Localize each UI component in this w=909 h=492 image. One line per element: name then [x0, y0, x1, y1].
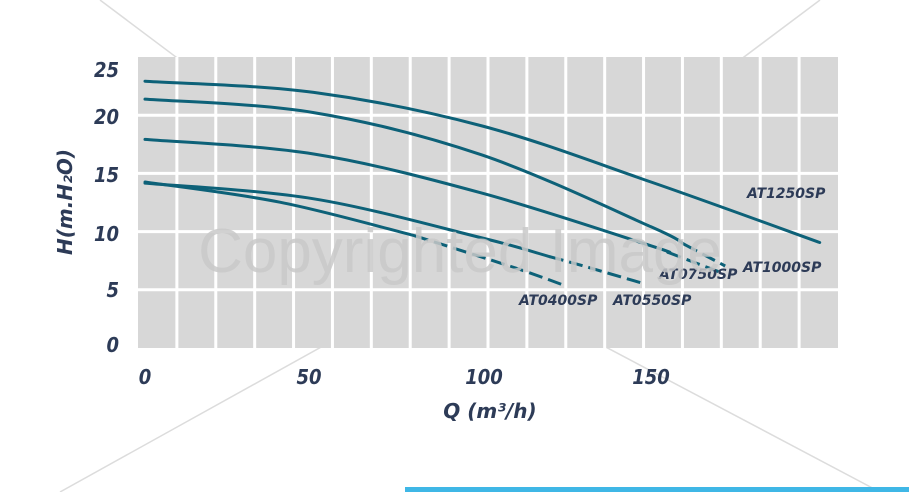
series-at0750sp	[143, 137, 720, 274]
y-tick-label: 10	[94, 222, 119, 246]
watermark-text: Copyrighted Image	[198, 217, 722, 286]
series-at1000sp	[143, 97, 726, 268]
series-label-at0550sp: AT0550SP	[612, 293, 692, 309]
series-label-at0400sp: AT0400SP	[518, 293, 598, 309]
y-axis-label: H(m.H₂O)	[53, 149, 77, 255]
y-axis-ticks: 0 5 10 15 20 25	[94, 58, 119, 357]
accent-bar	[405, 487, 909, 492]
x-tick-label: 150	[632, 365, 670, 389]
series-line	[143, 79, 822, 244]
y-tick-label: 20	[94, 105, 119, 129]
x-axis-label: Q (m³/h)	[443, 399, 536, 423]
y-tick-label: 25	[94, 58, 119, 82]
series-line	[143, 181, 552, 259]
y-tick-label: 15	[94, 163, 119, 187]
x-axis-ticks: 0 50 100 150	[139, 365, 670, 389]
series-line-dashed	[667, 250, 720, 274]
series-line	[143, 97, 687, 247]
x-tick-label: 100	[465, 365, 503, 389]
series-curves	[143, 79, 822, 287]
grid-lines	[138, 57, 838, 348]
series-label-at0750sp: AT0750SP	[658, 267, 738, 283]
y-tick-label: 0	[106, 333, 119, 357]
series-at0550sp	[143, 181, 642, 285]
y-tick-label: 5	[106, 278, 119, 302]
series-line-dashed	[683, 243, 726, 268]
series-at1250sp	[143, 79, 822, 244]
series-label-at1250sp: AT1250SP	[746, 186, 826, 202]
series-line	[143, 137, 672, 254]
x-tick-label: 0	[139, 365, 152, 389]
series-label-at1000sp: AT1000SP	[742, 260, 822, 276]
series-line-dashed	[549, 255, 642, 285]
series-line-dashed	[414, 234, 564, 287]
series-labels: AT0400SP AT0550SP AT0750SP AT1000SP AT1250SP	[518, 186, 826, 309]
x-tick-label: 50	[296, 365, 321, 389]
